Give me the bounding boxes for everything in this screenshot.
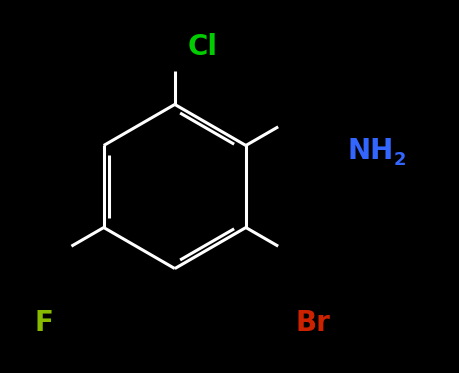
Text: Cl: Cl [187, 32, 217, 61]
Text: 2: 2 [392, 151, 405, 169]
Text: F: F [34, 308, 53, 337]
Text: Br: Br [295, 308, 330, 337]
Text: NH: NH [347, 137, 393, 165]
